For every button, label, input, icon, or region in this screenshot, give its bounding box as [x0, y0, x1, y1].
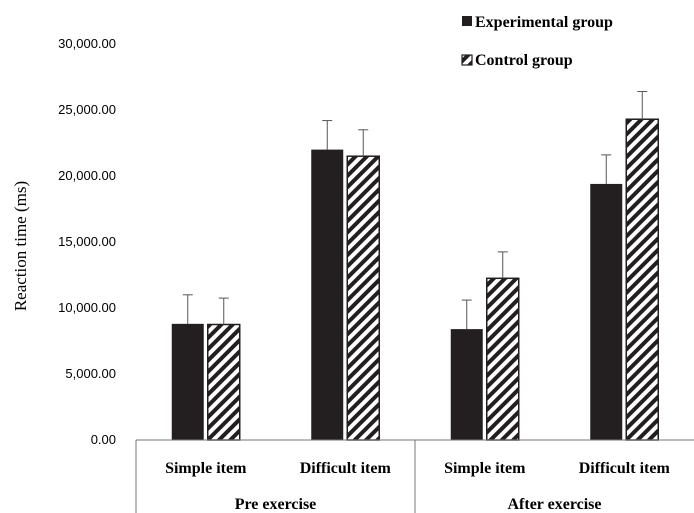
bar-control: [625, 118, 659, 441]
x-category-label: Simple item: [444, 460, 526, 477]
x-category-label: Simple item: [165, 460, 247, 477]
bar-experimental: [450, 329, 483, 440]
y-tick-label: 15,000.00: [58, 234, 116, 249]
legend: Experimental group Control group: [461, 14, 613, 69]
bar-experimental: [311, 149, 344, 440]
bar-experimental: [590, 183, 623, 441]
x-axis: Simple item Difficult item Simple item Diff…: [135, 439, 694, 513]
y-axis-ticks: 0.00 5,000.00 10,000.00 15,000.00 20,000.00 2…: [58, 36, 116, 447]
error-bars: [182, 91, 648, 330]
legend-swatch-control: [461, 54, 473, 66]
error-bar-experimental: [182, 294, 193, 324]
error-bar-experimental: [322, 120, 333, 150]
error-bar-control: [358, 129, 369, 157]
bar-control: [486, 277, 520, 441]
y-tick-label: 25,000.00: [58, 102, 116, 117]
bar-control: [346, 155, 380, 441]
x-group-label: After exercise: [507, 496, 601, 513]
y-tick-label: 0.00: [91, 432, 116, 447]
y-tick-label: 30,000.00: [58, 36, 116, 51]
x-group-label: Pre exercise: [235, 496, 317, 513]
bar-experimental: [171, 323, 204, 440]
legend-label-control: Control group: [475, 52, 573, 69]
error-bar-experimental: [461, 299, 472, 330]
legend-entry-control: Control group: [461, 52, 573, 69]
x-category-label: Difficult item: [300, 460, 392, 477]
y-tick-label: 10,000.00: [58, 300, 116, 315]
legend-label-experimental: Experimental group: [475, 14, 613, 31]
legend-swatch-experimental: [462, 16, 472, 26]
y-axis-title: Reaction time (ms): [11, 181, 30, 311]
bars: [171, 118, 659, 441]
y-tick-label: 20,000.00: [58, 168, 116, 183]
bar-control: [207, 323, 241, 441]
error-bar-experimental: [601, 154, 612, 184]
error-bar-control: [218, 297, 229, 325]
error-bar-control: [637, 91, 648, 120]
error-bar-control: [497, 251, 508, 279]
y-tick-label: 5,000.00: [65, 366, 116, 381]
x-category-label: Difficult item: [579, 460, 671, 477]
legend-entry-experimental: Experimental group: [462, 14, 613, 31]
